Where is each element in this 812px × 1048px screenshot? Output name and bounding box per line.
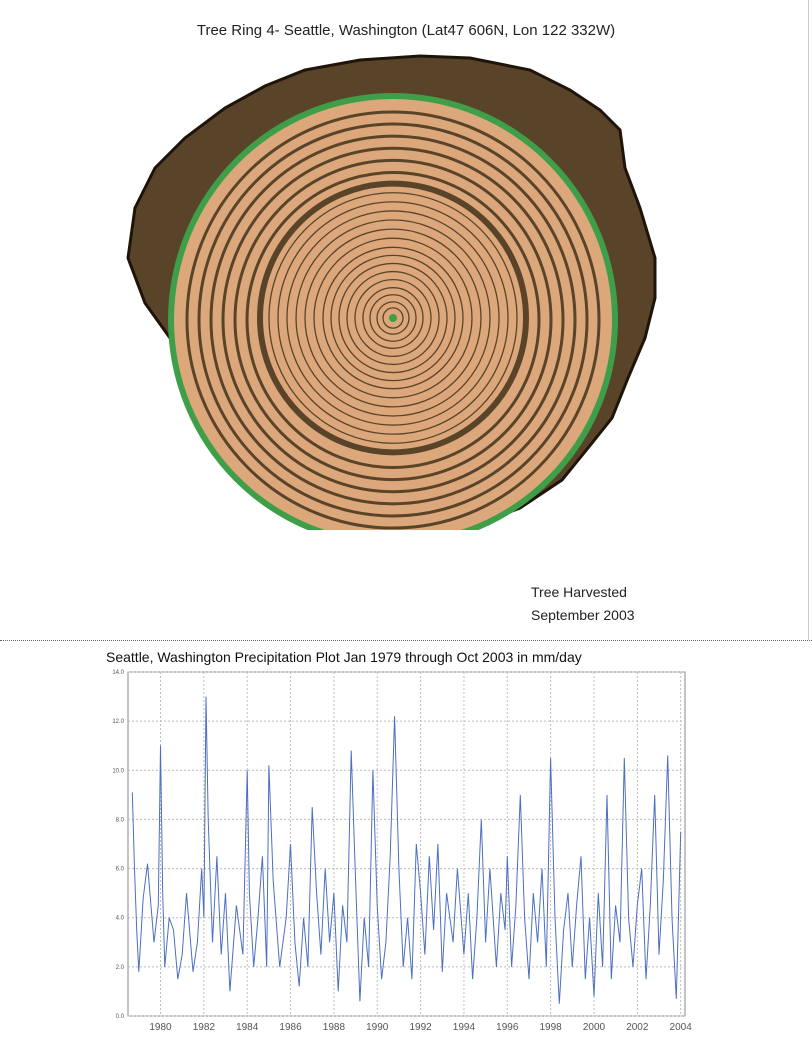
growth-ring — [346, 270, 440, 366]
growth-ring — [376, 301, 410, 335]
growth-ring — [369, 294, 417, 342]
tree-ring-title: Tree Ring 4- Seattle, Washington (Lat47 … — [196, 22, 616, 39]
y-tick-label: 10.0 — [112, 768, 124, 774]
growth-ring — [277, 201, 509, 435]
page-edge — [808, 0, 809, 640]
growth-ring — [304, 228, 482, 408]
growth-ring — [209, 134, 577, 506]
x-tick-label: 1996 — [496, 1022, 519, 1033]
y-tick-label: 4.0 — [116, 916, 125, 922]
y-tick-label: 6.0 — [116, 867, 125, 873]
growth-ring — [245, 171, 541, 469]
growth-ring — [354, 278, 432, 358]
growth-ring — [313, 237, 473, 399]
x-tick-label: 1988 — [323, 1022, 346, 1033]
harvest-caption-line1: Tree Harvested — [531, 584, 627, 600]
y-tick-label: 0.0 — [116, 1014, 125, 1020]
tick-labels: 1980 1982 1984 1986 1988 1990 1992 1994 1996 1998… — [112, 670, 692, 1033]
growth-ring — [322, 246, 464, 390]
y-tick-label: 14.0 — [112, 670, 124, 676]
x-tick-label: 1980 — [149, 1022, 172, 1033]
growth-ring — [268, 192, 518, 444]
growth-ring — [286, 210, 500, 426]
growth-rings — [185, 110, 601, 530]
x-tick-label: 1998 — [540, 1022, 563, 1033]
x-tick-label: 1982 — [193, 1022, 216, 1033]
y-tick-label: 12.0 — [112, 719, 124, 725]
section-divider — [0, 640, 812, 641]
x-tick-label: 1986 — [279, 1022, 302, 1033]
plot-area — [127, 671, 686, 1017]
growth-ring — [382, 307, 404, 329]
x-tick-label: 2004 — [670, 1022, 693, 1033]
growth-ring — [185, 110, 601, 530]
x-tick-label: 1992 — [409, 1022, 432, 1033]
growth-ring — [257, 180, 529, 456]
growth-ring — [197, 122, 589, 518]
x-tick-label: 1984 — [236, 1022, 259, 1033]
pith — [389, 314, 397, 322]
y-tick-label: 8.0 — [116, 817, 125, 823]
x-tick-label: 1994 — [453, 1022, 476, 1033]
precipitation-series-line — [131, 696, 682, 1004]
y-tick-label: 2.0 — [116, 965, 125, 971]
harvest-caption-line2: September 2003 — [531, 607, 635, 623]
tree-ring-illustration — [126, 54, 657, 588]
growth-ring — [221, 146, 565, 494]
x-tick-label: 2000 — [583, 1022, 606, 1033]
growth-ring — [233, 158, 553, 482]
growth-ring — [338, 262, 448, 374]
precipitation-chart: 1980 1982 1984 1986 1988 1990 1992 1994 1996 1998… — [112, 670, 692, 1033]
x-tick-label: 2002 — [626, 1022, 649, 1033]
chart-title: Seattle, Washington Precipitation Plot J… — [106, 649, 582, 665]
growth-ring — [362, 287, 424, 349]
x-tick-label: 1990 — [366, 1022, 389, 1033]
growth-ring — [295, 219, 491, 417]
growth-ring — [330, 254, 456, 382]
